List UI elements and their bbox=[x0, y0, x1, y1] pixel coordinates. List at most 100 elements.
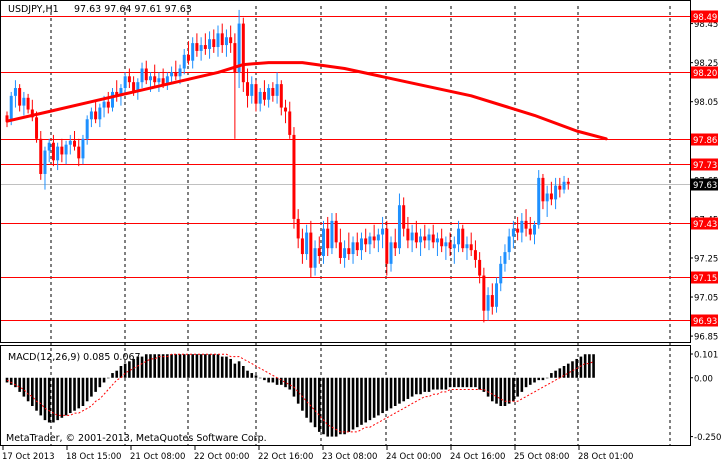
macd-histogram-bar bbox=[478, 377, 481, 390]
candle-body bbox=[178, 68, 182, 77]
candle-body bbox=[292, 134, 296, 219]
candle-body bbox=[503, 252, 507, 264]
macd-indicator-label: MACD(12,26,9) 0.085 0.067 bbox=[8, 352, 141, 363]
candle-body bbox=[300, 238, 304, 255]
candle-body bbox=[355, 242, 359, 251]
candle-body bbox=[30, 109, 34, 118]
copyright-label: MetaTrader, © 2001-2013, MetaQuotes Soft… bbox=[6, 433, 267, 444]
candle-body bbox=[279, 84, 283, 108]
macd-histogram-bar bbox=[516, 377, 519, 397]
macd-histogram-bar bbox=[499, 377, 503, 406]
candle-body bbox=[566, 181, 570, 184]
candle-body bbox=[43, 150, 47, 174]
candle-body bbox=[106, 101, 110, 108]
macd-histogram-bar bbox=[419, 377, 422, 395]
candle-body bbox=[393, 242, 397, 249]
macd-histogram-bar bbox=[258, 377, 262, 379]
macd-histogram-bar bbox=[372, 377, 376, 418]
candle-body bbox=[372, 236, 376, 241]
candle-body bbox=[414, 232, 418, 243]
candle-body bbox=[47, 142, 51, 151]
candle-body bbox=[541, 177, 545, 202]
level-badge-label: 97.15 bbox=[693, 274, 717, 284]
macd-histogram-bar bbox=[254, 375, 258, 378]
macd-histogram-bar bbox=[558, 368, 562, 378]
macd-histogram-bar bbox=[43, 377, 47, 421]
candle-body bbox=[127, 76, 131, 83]
macd-histogram-bar bbox=[132, 358, 135, 378]
macd-histogram-bar bbox=[440, 377, 443, 390]
candle-body bbox=[338, 242, 342, 258]
macd-histogram-bar bbox=[415, 377, 418, 395]
macd-y-tick-label: 0.101 bbox=[694, 351, 718, 361]
macd-histogram-bar bbox=[106, 377, 110, 379]
macd-histogram-bar bbox=[90, 377, 93, 397]
macd-histogram-bar bbox=[334, 377, 338, 437]
macd-histogram-bar bbox=[275, 377, 279, 385]
candle-body bbox=[271, 88, 275, 96]
macd-histogram-bar bbox=[77, 377, 81, 409]
level-badge bbox=[691, 158, 718, 171]
macd-histogram-bar bbox=[149, 354, 152, 378]
candle-body bbox=[490, 295, 494, 307]
candle-body bbox=[35, 117, 39, 139]
macd-histogram-bar bbox=[436, 377, 439, 390]
macd-histogram-bar bbox=[14, 377, 17, 388]
candle-body bbox=[562, 181, 566, 190]
candle-body bbox=[296, 218, 300, 239]
symbol-label: USDJPY,H1 bbox=[8, 4, 59, 15]
candle-body bbox=[533, 224, 536, 235]
candle-body bbox=[237, 23, 241, 73]
level-badge bbox=[691, 133, 718, 146]
macd-histogram-bar bbox=[140, 356, 144, 378]
x-tick-label: 22 Oct 16:00 bbox=[258, 452, 313, 462]
level-badge-label: 97.43 bbox=[693, 220, 717, 230]
x-tick-label: 22 Oct 00:00 bbox=[194, 452, 249, 462]
candle-body bbox=[334, 220, 338, 243]
candle-body bbox=[81, 138, 85, 159]
macd-histogram-bar bbox=[398, 377, 401, 404]
current-price-badge bbox=[691, 178, 718, 191]
macd-histogram-bar bbox=[562, 366, 566, 378]
level-badge-label: 96.93 bbox=[693, 317, 717, 327]
candle-body bbox=[402, 205, 406, 229]
macd-histogram-bar bbox=[250, 373, 254, 378]
macd-histogram-bar bbox=[520, 377, 524, 392]
macd-histogram-bar bbox=[351, 377, 355, 430]
candle-body bbox=[305, 232, 309, 255]
macd-histogram-bar bbox=[174, 354, 178, 378]
macd-histogram-bar bbox=[541, 377, 545, 381]
candle-body bbox=[161, 78, 165, 85]
macd-histogram-bar bbox=[166, 354, 169, 378]
macd-pane-frame bbox=[0, 345, 691, 446]
macd-histogram-bar bbox=[469, 377, 473, 388]
candle-body bbox=[499, 263, 503, 284]
candle-body bbox=[229, 37, 233, 44]
candle-body bbox=[9, 95, 13, 122]
macd-histogram-bar bbox=[284, 377, 287, 388]
macd-histogram-bar bbox=[389, 377, 393, 409]
macd-histogram-bar bbox=[64, 377, 68, 416]
candle-body bbox=[60, 146, 64, 155]
candle-body bbox=[478, 259, 482, 276]
candle-body bbox=[511, 228, 515, 237]
candle-body bbox=[77, 146, 81, 159]
macd-histogram-bar bbox=[503, 377, 507, 406]
macd-histogram-bar bbox=[330, 377, 334, 437]
macd-histogram-bar bbox=[187, 354, 190, 378]
candle-body bbox=[351, 242, 355, 255]
candle-body bbox=[153, 76, 157, 83]
candle-body bbox=[186, 54, 190, 61]
candle-body bbox=[473, 250, 477, 260]
macd-histogram-bar bbox=[381, 377, 384, 414]
candle-body bbox=[170, 72, 174, 77]
candle-body bbox=[203, 45, 207, 49]
main-pane-frame bbox=[0, 0, 691, 343]
macd-histogram-bar bbox=[491, 377, 494, 402]
candle-body bbox=[136, 82, 140, 92]
macd-histogram-bar bbox=[524, 377, 528, 388]
level-badge-label: 97.73 bbox=[693, 161, 717, 171]
candle-body bbox=[347, 248, 351, 255]
macd-histogram-bar bbox=[571, 361, 574, 378]
